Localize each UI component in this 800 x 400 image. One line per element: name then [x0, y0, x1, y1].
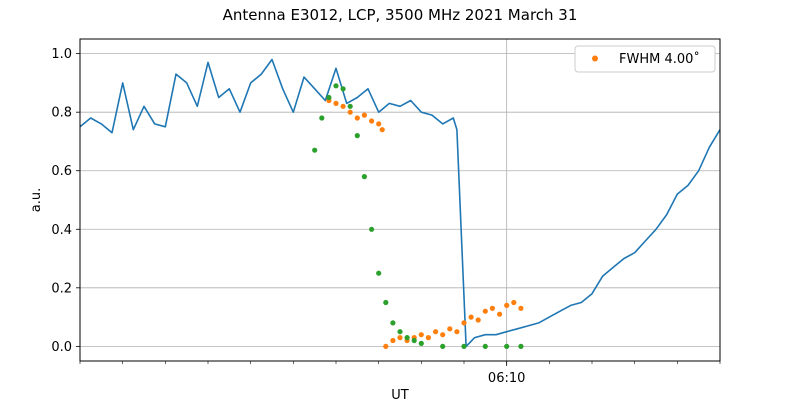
series-point-1 [497, 311, 503, 317]
series-point-1 [418, 332, 424, 338]
series-point-1 [468, 314, 474, 320]
series-point-2 [361, 174, 367, 180]
y-tick-label: 0.8 [51, 106, 72, 121]
series-point-1 [379, 127, 385, 133]
x-axis-label: UT [391, 388, 409, 400]
series-point-2 [418, 340, 424, 346]
legend-box [574, 45, 716, 73]
y-tick-label: 0.0 [51, 340, 72, 355]
series-point-1 [454, 329, 460, 335]
series-point-1 [390, 337, 396, 344]
chart-title: Antenna E3012, LCP, 3500 MHz 2021 March … [223, 6, 578, 24]
series-point-1 [376, 121, 382, 127]
series-point-1 [475, 317, 481, 323]
x-tick-label: 06:10 [488, 371, 525, 386]
series-point-1 [447, 326, 453, 332]
y-tick-label: 1.0 [51, 47, 72, 62]
legend: FWHM 4.00˚ [574, 45, 716, 73]
series-point-2 [312, 147, 318, 153]
series-point-2 [333, 83, 339, 89]
series-point-2 [397, 329, 403, 335]
legend-marker [592, 55, 598, 62]
series-point-2 [340, 86, 346, 92]
series-point-1 [354, 115, 360, 121]
series-point-1 [504, 302, 510, 308]
series-point-1 [489, 305, 495, 311]
series-point-1 [397, 335, 403, 341]
y-tick-label: 0.6 [51, 164, 72, 179]
axes-frame [79, 38, 721, 362]
series-point-2 [440, 343, 446, 349]
series-point-1 [369, 118, 375, 124]
series-point-1 [340, 103, 346, 109]
series-point-1 [518, 305, 524, 311]
series-point-2 [354, 133, 360, 139]
series-point-1 [333, 100, 339, 106]
series-point-1 [383, 343, 389, 349]
series-point-2 [347, 103, 353, 109]
series-point-2 [390, 320, 396, 326]
series-line-0 [79, 58, 721, 348]
series-point-1 [425, 335, 431, 341]
series-point-1 [482, 308, 488, 314]
series-point-2 [518, 343, 524, 349]
series-point-1 [347, 109, 353, 115]
plot-area [79, 58, 721, 349]
y-axis-label: a.u. [29, 188, 44, 212]
series-point-2 [411, 337, 417, 344]
y-tick-label: 0.4 [51, 223, 72, 238]
series-point-1 [461, 320, 467, 326]
series-point-1 [511, 299, 517, 306]
series-point-1 [361, 112, 367, 118]
series-point-2 [504, 343, 510, 349]
y-tick-label: 0.2 [51, 281, 72, 296]
series-point-2 [404, 335, 410, 341]
series-point-1 [440, 332, 446, 338]
legend-entry-label: FWHM 4.00˚ [619, 51, 700, 67]
series-point-2 [383, 299, 389, 306]
series-point-2 [482, 343, 488, 349]
series-point-2 [461, 343, 467, 349]
series-point-1 [433, 329, 439, 335]
series-point-2 [326, 94, 332, 101]
axes: 0.0 0.2 0.4 0.6 0.8 1.0 06:10 [51, 38, 721, 386]
series-point-2 [376, 270, 382, 276]
series-point-2 [319, 115, 325, 121]
series-point-2 [369, 226, 375, 232]
